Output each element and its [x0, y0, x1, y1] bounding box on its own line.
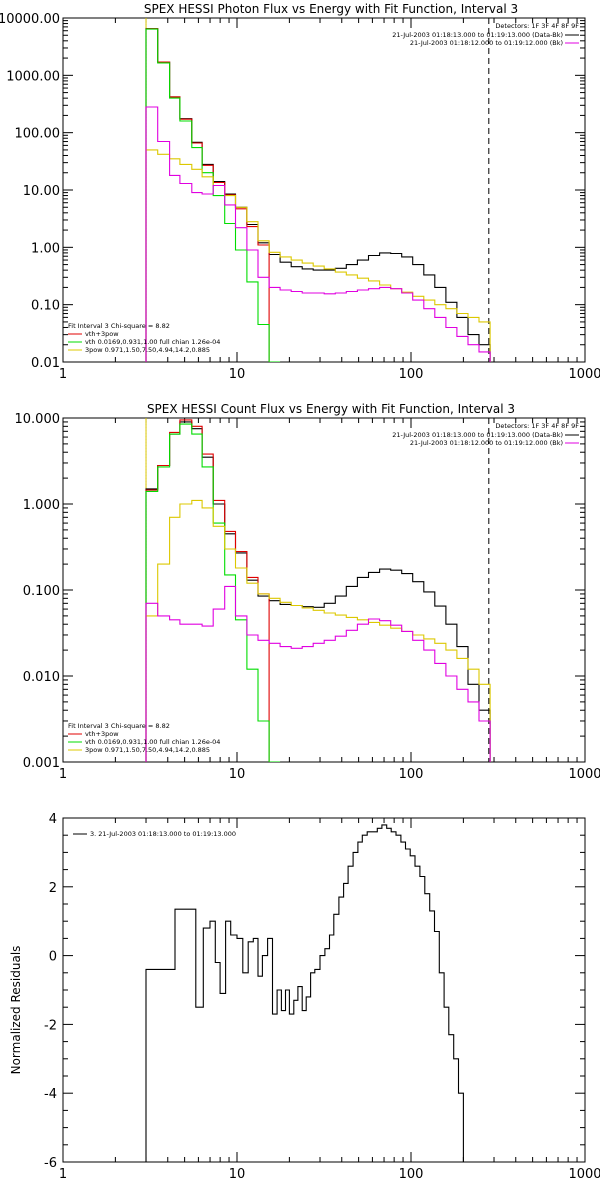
photon-flux-panel: SPEX HESSI Photon Flux vs Energy with Fi…: [0, 2, 600, 382]
y-tick-label: 0: [49, 950, 57, 965]
legend-top-label: 21-Jul-2003 01:18:12.000 to 01:19:12.000…: [410, 439, 563, 447]
x-tick-label: 1000: [568, 367, 600, 382]
legend-fit-label: vth+3pow: [85, 730, 119, 738]
plot-area: [145, 418, 491, 762]
photon-flux-title: SPEX HESSI Photon Flux vs Energy with Fi…: [144, 2, 518, 16]
legend-top-label: 21-Jul-2003 01:18:13.000 to 01:19:13.000…: [392, 31, 563, 39]
legend-fit-header: Fit Interval 3 Chi-square = 8.82: [68, 322, 170, 330]
y-tick-label: 1000.00: [6, 69, 60, 84]
series-step-line-2: [145, 423, 281, 762]
count-flux-panel: SPEX HESSI Count Flux vs Energy with Fit…: [15, 402, 600, 782]
series-step-line-4: [145, 585, 491, 762]
y-tick-label: -6: [44, 1156, 57, 1171]
legend-fit-label: 3pow 0.971,1.50,7.50,4.94,14.2,0.885: [85, 346, 210, 354]
x-tick-label: 100: [399, 767, 424, 782]
x-tick-label: 1000: [568, 767, 600, 782]
legend-fit-label: vth+3pow: [85, 330, 119, 338]
legend-detectors-text: Detectors: 1F 3F 4F 8F 9F: [495, 22, 579, 30]
series-step-line-4: [145, 106, 491, 362]
series-step-line-3: [145, 499, 491, 762]
legend-fit-label: vth 0.0169,0.931,1.00 full chian 1.26e-0…: [85, 338, 220, 346]
y-tick-label: 0.010: [23, 670, 60, 685]
y-tick-label: 0.01: [31, 356, 60, 371]
y-tick-label: 0.001: [23, 756, 60, 771]
y-tick-label: 1.000: [23, 498, 60, 513]
legend-fit-header: Fit Interval 3 Chi-square = 8.82: [68, 722, 170, 730]
legend-top-label: 3. 21-Jul-2003 01:18:13.000 to 01:19:13.…: [90, 830, 236, 838]
x-tick-label: 100: [399, 367, 424, 382]
y-tick-label: 0.10: [31, 299, 60, 314]
legend-top-label: 21-Jul-2003 01:18:12.000 to 01:19:12.000…: [410, 39, 563, 47]
legend-top-label: 21-Jul-2003 01:18:13.000 to 01:19:13.000…: [392, 431, 563, 439]
y-tick-label: 100.00: [15, 127, 61, 142]
count-flux-title: SPEX HESSI Count Flux vs Energy with Fit…: [147, 402, 515, 416]
y-tick-label: -4: [44, 1087, 57, 1102]
residuals-y-label: Normalized Residuals: [9, 946, 23, 1075]
y-tick-label: -2: [44, 1018, 57, 1033]
x-tick-label: 1: [59, 767, 67, 782]
legend-fit-label: vth 0.0169,0.931,1.00 full chian 1.26e-0…: [85, 738, 220, 746]
x-tick-label: 10: [229, 367, 246, 382]
y-tick-label: 10.000: [15, 412, 61, 427]
series-step-line-2: [145, 28, 281, 362]
x-tick-label: 10: [229, 767, 246, 782]
y-tick-label: 10.00: [23, 184, 60, 199]
x-tick-label: 1: [59, 1167, 67, 1182]
series-step-line-1: [145, 28, 270, 362]
legend-fit-label: 3pow 0.971,1.50,7.50,4.94,14.2,0.885: [85, 746, 210, 754]
x-tick-label: 1000: [568, 1167, 600, 1182]
plot-area: [145, 824, 488, 1162]
x-tick-label: 10: [229, 1167, 246, 1182]
series-step-line-3: [145, 149, 491, 362]
residuals-panel: Normalized Residuals 1 10 100 1000 4 2 0 -2 -4 -6…: [9, 812, 600, 1182]
x-tick-label: 100: [399, 1167, 424, 1182]
y-tick-label: 0.100: [23, 584, 60, 599]
y-tick-label: 4: [49, 812, 57, 827]
series-step-line-0: [145, 824, 488, 1162]
plot-area: [145, 18, 491, 362]
legend-detectors-text: Detectors: 1F 3F 4F 8F 9F: [495, 422, 579, 430]
x-tick-label: 1: [59, 367, 67, 382]
y-tick-label: 1.00: [31, 241, 60, 256]
series-step-line-1: [145, 419, 270, 762]
y-tick-label: 2: [49, 881, 57, 896]
y-tick-label: 10000.00: [0, 12, 60, 27]
